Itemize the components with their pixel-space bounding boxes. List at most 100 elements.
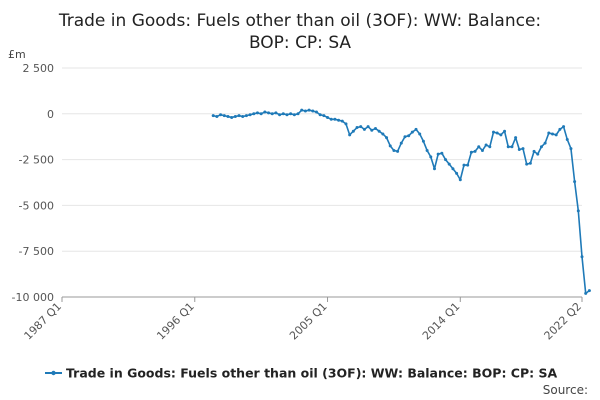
data-point [230, 115, 234, 119]
y-tick-label: -2 500 [19, 154, 54, 167]
data-point [344, 122, 348, 126]
data-point [237, 114, 241, 118]
data-point [348, 133, 352, 137]
data-point [521, 147, 525, 151]
data-point [539, 145, 543, 149]
data-point [429, 155, 433, 159]
y-tick-label: -10 000 [12, 291, 54, 304]
y-axis-ticks: 2 500 0 -2 500 -5 000 -7 500 -10 000 [12, 62, 54, 304]
data-point [547, 131, 551, 135]
data-point [226, 115, 230, 119]
data-point [451, 167, 455, 171]
data-point [473, 149, 477, 153]
data-point [425, 148, 429, 152]
legend-marker [51, 370, 56, 376]
legend[interactable]: Trade in Goods: Fuels other than oil (3O… [45, 366, 557, 381]
data-point [233, 115, 237, 119]
data-point [385, 136, 389, 140]
data-point [573, 180, 577, 184]
data-point [514, 136, 518, 140]
data-point [436, 152, 440, 156]
legend-label: Trade in Goods: Fuels other than oil (3O… [66, 366, 557, 381]
data-point [255, 111, 259, 115]
chart-title-line-1: Trade in Goods: Fuels other than oil (3O… [58, 11, 541, 31]
y-axis-label: £m [8, 48, 26, 61]
data-point [241, 115, 245, 119]
data-point [259, 112, 263, 116]
data-point [373, 126, 377, 130]
data-point [366, 125, 370, 129]
data-point [565, 137, 569, 141]
series-path [213, 109, 590, 295]
data-point [318, 113, 322, 117]
data-point [576, 209, 580, 213]
source-label: Source: [543, 383, 588, 397]
data-point [340, 119, 344, 123]
data-point [462, 163, 466, 167]
data-point [263, 110, 267, 114]
data-point [370, 128, 374, 132]
data-point [407, 134, 411, 138]
data-point [377, 129, 381, 133]
data-point [215, 115, 219, 119]
data-point [554, 133, 558, 137]
data-point [289, 112, 293, 116]
data-point [392, 148, 396, 152]
data-point [558, 127, 562, 131]
data-point [322, 114, 326, 118]
data-point [517, 148, 521, 152]
y-tick-label: -5 000 [19, 199, 54, 212]
data-point [491, 130, 495, 134]
data-point [329, 117, 333, 121]
data-point [211, 114, 215, 118]
data-point [267, 111, 271, 115]
data-point [333, 117, 337, 121]
data-point [307, 108, 311, 112]
y-tick-label: 0 [47, 108, 54, 121]
series-line [211, 108, 591, 295]
data-point [270, 112, 274, 116]
x-tick-label: 1987 Q1 [22, 300, 65, 343]
data-point [532, 149, 536, 153]
data-point [418, 132, 422, 136]
data-point [337, 118, 341, 122]
data-point [495, 131, 499, 135]
data-point [528, 161, 532, 165]
data-point [455, 171, 459, 175]
data-point [300, 108, 304, 112]
data-point [562, 125, 566, 129]
x-tick-label: 2014 Q1 [420, 300, 463, 343]
data-point [292, 113, 296, 117]
data-point [580, 255, 584, 259]
x-tick-label: 2022 Q2 [542, 300, 585, 343]
data-point [285, 113, 289, 117]
data-point [281, 112, 285, 116]
data-point [396, 149, 400, 153]
data-point [525, 162, 529, 166]
data-point [477, 145, 481, 149]
data-point [466, 163, 470, 167]
data-point [444, 158, 448, 162]
data-point [326, 115, 330, 119]
data-point [403, 135, 407, 139]
x-tick-label: 2005 Q1 [287, 300, 330, 343]
data-point [469, 150, 473, 154]
data-point [543, 141, 547, 145]
data-point [414, 127, 418, 131]
y-tick-label: -7 500 [19, 245, 54, 258]
data-point [362, 127, 366, 131]
data-point [399, 141, 403, 145]
data-point [488, 145, 492, 149]
data-point [252, 112, 256, 116]
data-point [359, 125, 363, 129]
data-point [388, 144, 392, 148]
data-point [314, 110, 318, 114]
gridlines [62, 67, 582, 298]
data-point [480, 148, 484, 152]
data-point [355, 126, 359, 130]
data-point [506, 145, 510, 149]
data-point [303, 109, 307, 113]
data-point [551, 132, 554, 136]
data-point [278, 113, 282, 117]
data-point [351, 129, 355, 133]
